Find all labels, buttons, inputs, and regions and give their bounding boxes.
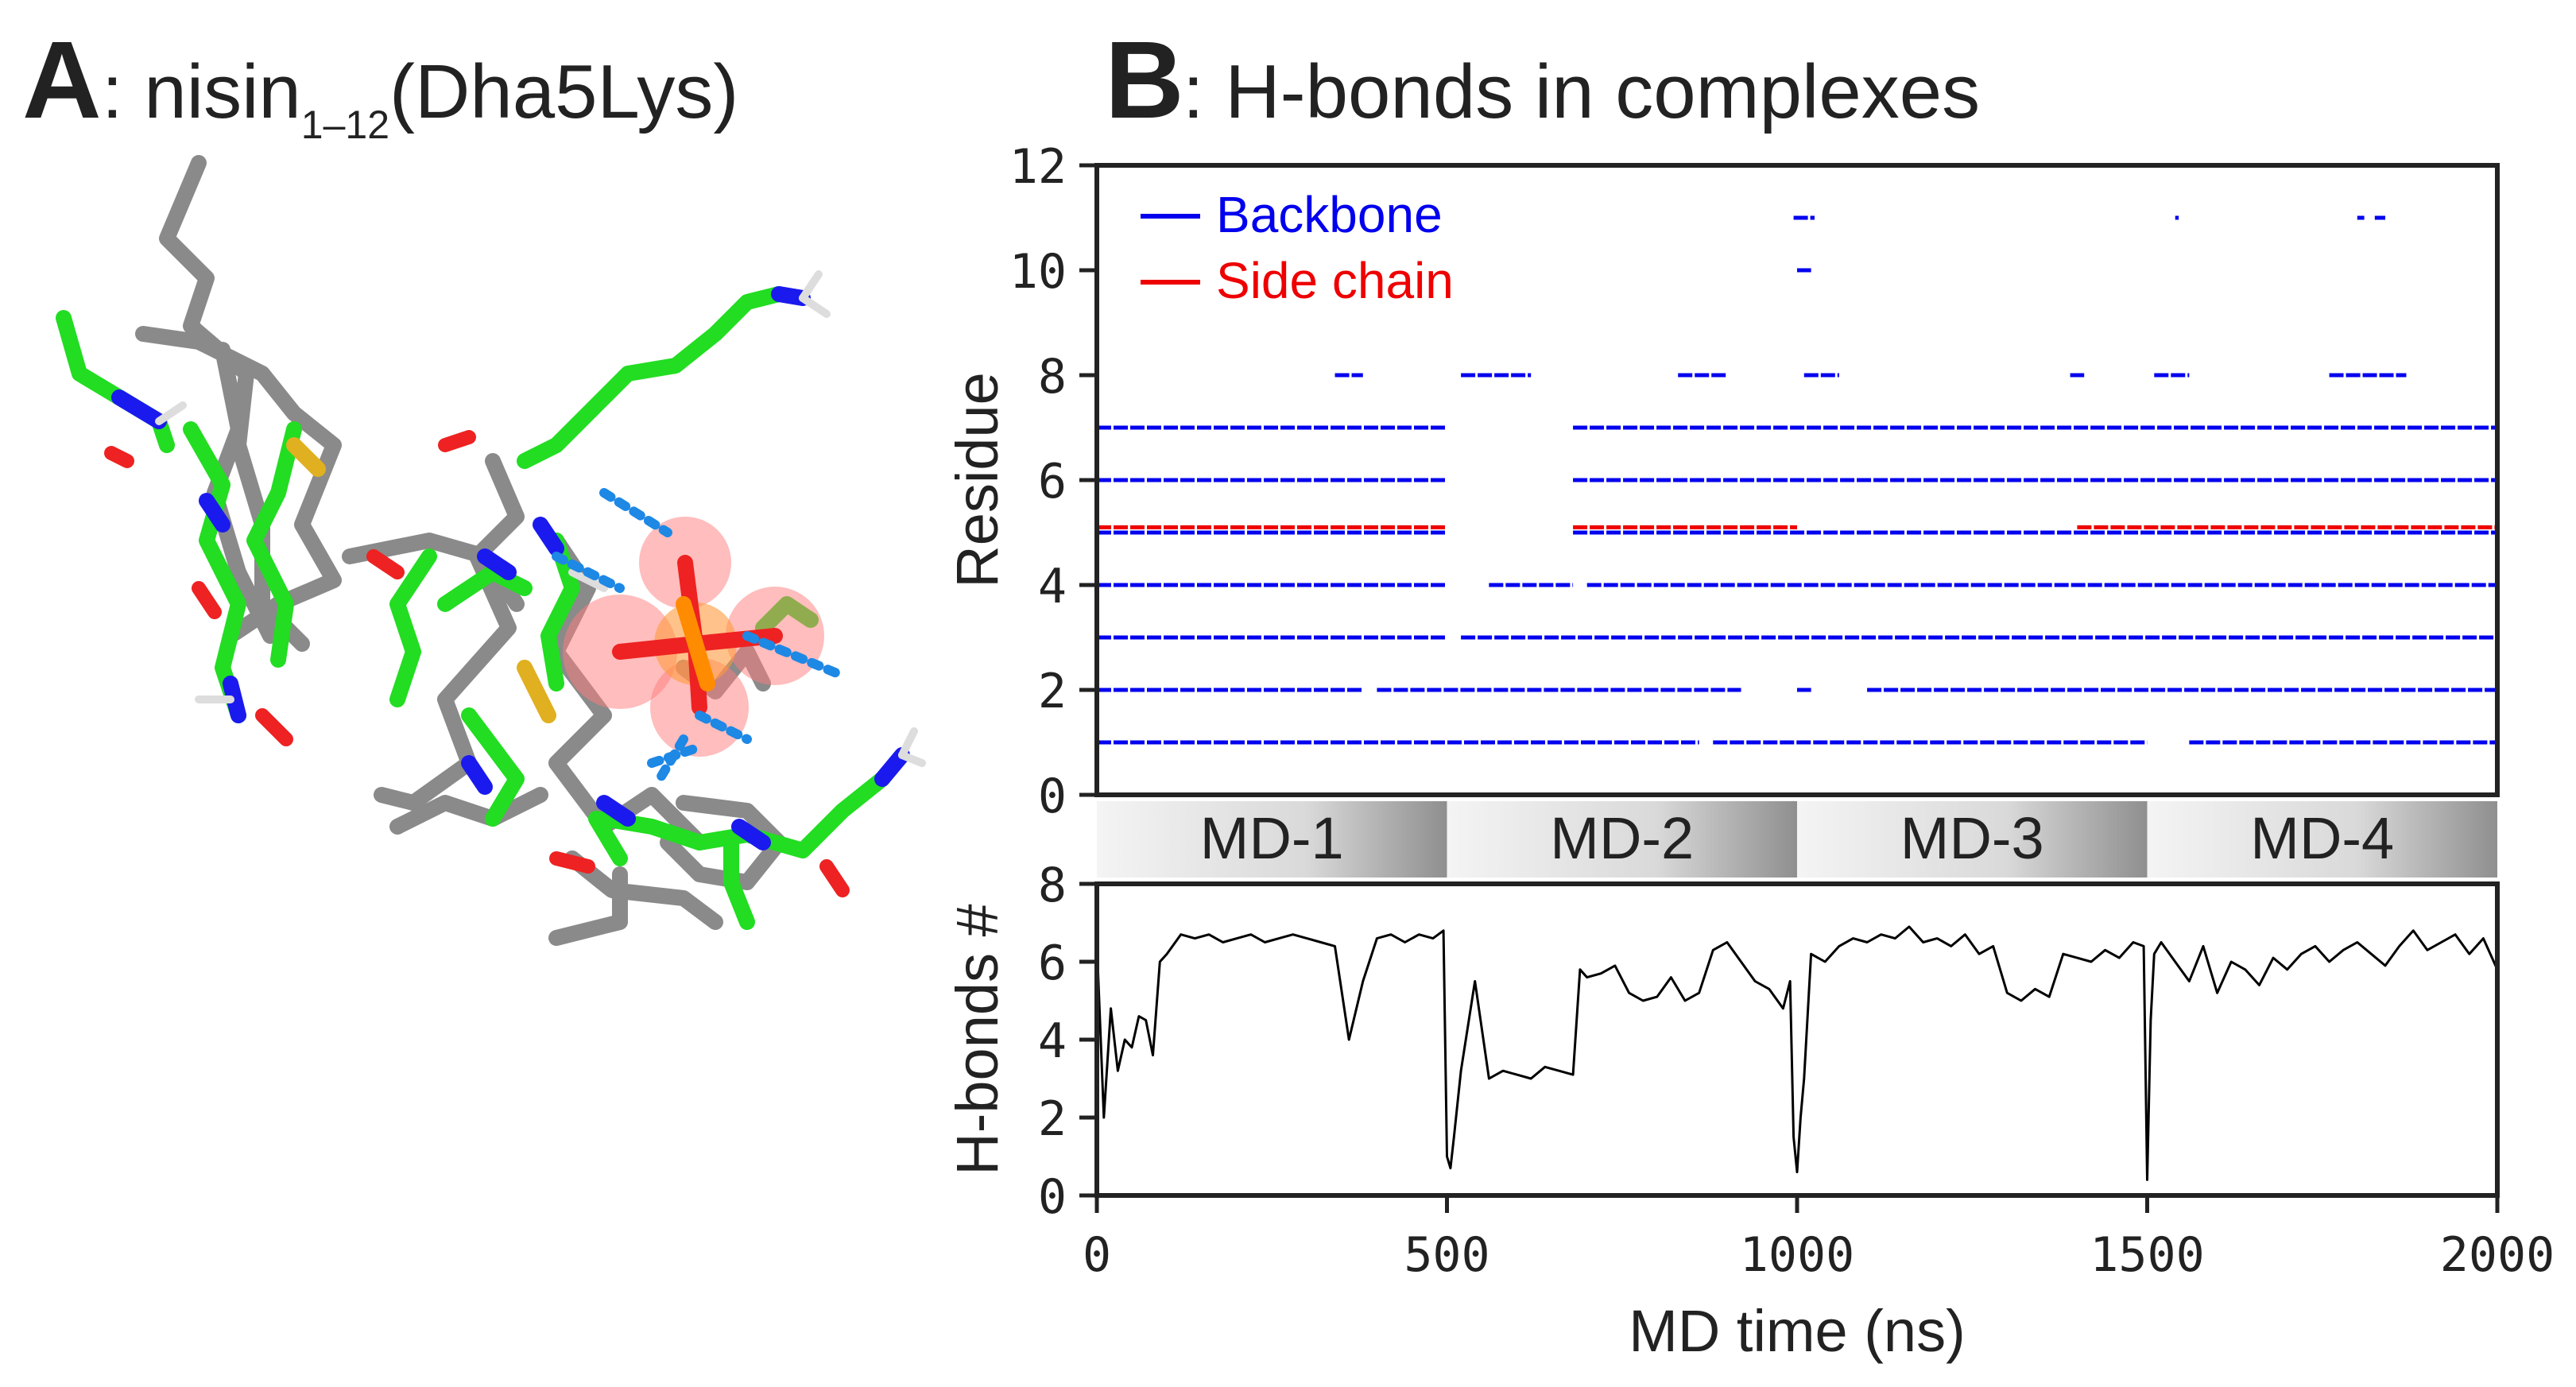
hbonds-y-tick-label: 4 [1038, 1013, 1067, 1069]
hbonds-y-tick-label: 0 [1038, 1169, 1067, 1225]
hbonds-trace-line [1095, 925, 2499, 1181]
hbonds-y-axis-label: H-bonds # [944, 904, 1010, 1175]
residue-y-tick-label: 4 [1038, 559, 1067, 614]
hbonds-y-tick-label: 8 [1038, 858, 1067, 913]
time-x-tick-label: 1000 [1740, 1227, 1855, 1283]
hydrogen-atoms [155, 270, 926, 767]
residue-y-tick-label: 0 [1038, 769, 1067, 824]
legend: Backbone Side chain [1141, 186, 1454, 309]
residue-y-axis-label: Residue [944, 372, 1010, 588]
time-x-tick-label: 2000 [2440, 1227, 2555, 1283]
residue-y-tick-label: 2 [1038, 664, 1067, 719]
time-x-tick-label: 1500 [2090, 1227, 2205, 1283]
run-segment-md-1 [1097, 801, 1447, 878]
panel-b: B : H-bonds in complexes 0 2 4 6 8 10 12 Resid… [944, 19, 2555, 1364]
panel-a: A : nisin1–12(Dha5Lys) [22, 19, 926, 946]
panel-b-title: : H-bonds in complexes [1183, 49, 1980, 134]
run-segment-label-md-3: MD-3 [1900, 805, 2044, 871]
hbonds-chart: 0 2 4 6 8 0 500 1000 1500 2000 H-bonds # MD time… [944, 858, 2555, 1364]
run-segment-md-2 [1447, 801, 1797, 878]
residue-y-tick-label: 8 [1038, 349, 1067, 405]
legend-side-chain-label: Side chain [1216, 252, 1454, 309]
run-segments-band: MD-1 MD-2 MD-3 MD-4 [1097, 801, 2497, 878]
time-x-axis-label: MD time (ns) [1629, 1298, 1965, 1364]
hbonds-y-tick-label: 2 [1038, 1091, 1067, 1147]
run-segment-md-4 [2147, 801, 2497, 878]
gray-carbon-sticks [135, 155, 787, 946]
panel-a-title: : nisin1–12(Dha5Lys) [102, 49, 738, 147]
time-x-tick-label: 500 [1404, 1227, 1489, 1283]
panel-b-letter: B [1105, 19, 1184, 141]
time-x-ticks: 0 500 1000 1500 2000 [1083, 1195, 2555, 1283]
run-segment-label-md-1: MD-1 [1200, 805, 1344, 871]
time-x-tick-label: 0 [1083, 1227, 1111, 1283]
nitrogen-atoms [111, 286, 910, 850]
hydrogen-bonds [552, 488, 847, 784]
panel-a-title-prefix: : nisin [102, 49, 301, 134]
molecular-structure-image [56, 155, 926, 946]
sulfur-atoms [286, 437, 556, 723]
panel-a-letter: A [22, 19, 102, 141]
hbonds-y-tick-label: 6 [1038, 936, 1067, 991]
run-segment-md-3 [1797, 801, 2148, 878]
residue-y-tick-label: 10 [1009, 244, 1067, 300]
oxygen-atoms [104, 430, 850, 897]
hbonds-plot-frame [1094, 881, 2500, 1198]
panel-a-title-subscript: 1–12 [301, 103, 389, 147]
panel-a-title-suffix: (Dha5Lys) [389, 49, 738, 134]
hbonds-y-ticks: 0 2 4 6 8 [1038, 858, 1097, 1225]
residue-y-tick-label: 12 [1009, 139, 1067, 195]
residue-marks [1097, 215, 2497, 745]
residue-y-ticks: 0 2 4 6 8 10 12 [1009, 139, 1097, 824]
residue-chart: 0 2 4 6 8 10 12 Residue Backbone Side chain [944, 139, 2500, 824]
legend-backbone-label: Backbone [1216, 186, 1443, 243]
residue-y-tick-label: 6 [1038, 454, 1067, 509]
run-segment-label-md-2: MD-2 [1550, 805, 1694, 871]
run-segment-label-md-4: MD-4 [2250, 805, 2394, 871]
